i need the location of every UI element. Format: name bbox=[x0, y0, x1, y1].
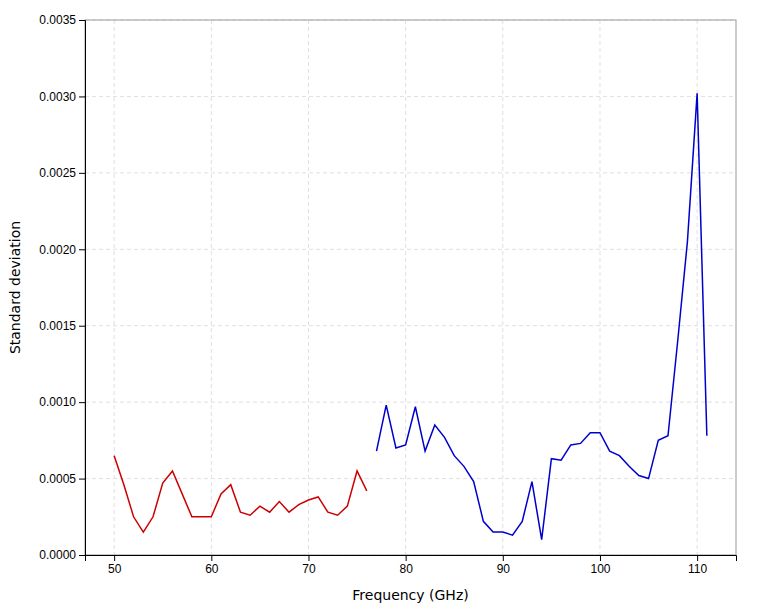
tick-label: 0.0010 bbox=[39, 395, 76, 409]
tick-mark bbox=[79, 173, 85, 174]
tick-label: 70 bbox=[302, 562, 316, 576]
tick: 0.0000 bbox=[39, 548, 85, 562]
tick: 60 bbox=[205, 555, 219, 576]
axis-line bbox=[79, 21, 86, 556]
tick-label: 50 bbox=[108, 562, 122, 576]
tick: 50 bbox=[108, 555, 122, 576]
grid-line bbox=[405, 20, 406, 555]
series-line bbox=[114, 456, 367, 532]
grid-line bbox=[85, 325, 736, 326]
tick-label: 60 bbox=[205, 562, 219, 576]
chart: 50 60 70 80 90 100 110 0.0000 0.0005 0.0010 0.0015… bbox=[0, 0, 766, 615]
tick-mark bbox=[79, 555, 85, 556]
lines bbox=[114, 93, 707, 539]
tick: 70 bbox=[302, 555, 316, 576]
tick: 0.0025 bbox=[39, 166, 85, 180]
tick: 0.0020 bbox=[39, 243, 85, 257]
tick-mark bbox=[600, 555, 601, 561]
tick-label: 0.0030 bbox=[39, 90, 76, 104]
y-axis: 0.0000 0.0005 0.0010 0.0015 0.0020 0.0025 0.00… bbox=[39, 13, 85, 562]
tick-mark bbox=[308, 555, 309, 561]
tick: 0.0030 bbox=[39, 90, 85, 104]
tick: 0.0010 bbox=[39, 395, 85, 409]
tick-mark bbox=[211, 555, 212, 561]
grid-line bbox=[308, 20, 309, 555]
tick-label: 90 bbox=[497, 562, 511, 576]
tick-mark bbox=[79, 249, 85, 250]
grid-line bbox=[599, 20, 600, 555]
grid-line bbox=[85, 402, 736, 403]
tick: 100 bbox=[590, 555, 610, 576]
grid bbox=[85, 20, 736, 555]
grid-line bbox=[114, 20, 115, 555]
tick-label: 80 bbox=[399, 562, 413, 576]
tick-mark bbox=[79, 96, 85, 97]
tick-mark bbox=[503, 555, 504, 561]
tick-mark bbox=[406, 555, 407, 561]
x-axis-title: Frequency (GHz) bbox=[352, 587, 468, 603]
tick: 0.0005 bbox=[39, 472, 85, 486]
tick-label: 0.0015 bbox=[39, 319, 76, 333]
tick-label: 110 bbox=[688, 562, 707, 576]
tick: 0.0015 bbox=[39, 319, 85, 333]
grid-line bbox=[502, 20, 503, 555]
grid-line bbox=[85, 96, 736, 97]
tick-mark bbox=[697, 555, 698, 561]
tick-mark bbox=[79, 479, 85, 480]
y-axis-title: Standard deviation bbox=[7, 221, 23, 354]
tick-mark bbox=[114, 555, 115, 561]
tick-label: 0.0035 bbox=[39, 13, 76, 27]
tick-label: 0.0025 bbox=[39, 166, 76, 180]
plot-frame bbox=[85, 20, 736, 555]
series-line bbox=[376, 93, 706, 539]
tick: 80 bbox=[399, 555, 413, 576]
tick-mark bbox=[79, 402, 85, 403]
tick-label: 0.0000 bbox=[39, 548, 76, 562]
grid-line bbox=[85, 478, 736, 479]
x-axis: 50 60 70 80 90 100 110 bbox=[86, 555, 737, 576]
grid-line bbox=[85, 172, 736, 173]
tick-label: 100 bbox=[590, 562, 610, 576]
grid-line bbox=[211, 20, 212, 555]
tick: 110 bbox=[688, 555, 707, 576]
tick-label: 0.0005 bbox=[39, 472, 76, 486]
tick: 90 bbox=[497, 555, 511, 576]
plot: 50 60 70 80 90 100 110 0.0000 0.0005 0.0010 0.0015… bbox=[39, 13, 736, 575]
tick: 0.0035 bbox=[39, 13, 85, 27]
tick-mark bbox=[79, 326, 85, 327]
tick-mark bbox=[79, 20, 85, 21]
axis-line bbox=[86, 556, 737, 562]
grid-line bbox=[85, 249, 736, 250]
tick-label: 0.0020 bbox=[39, 243, 76, 257]
